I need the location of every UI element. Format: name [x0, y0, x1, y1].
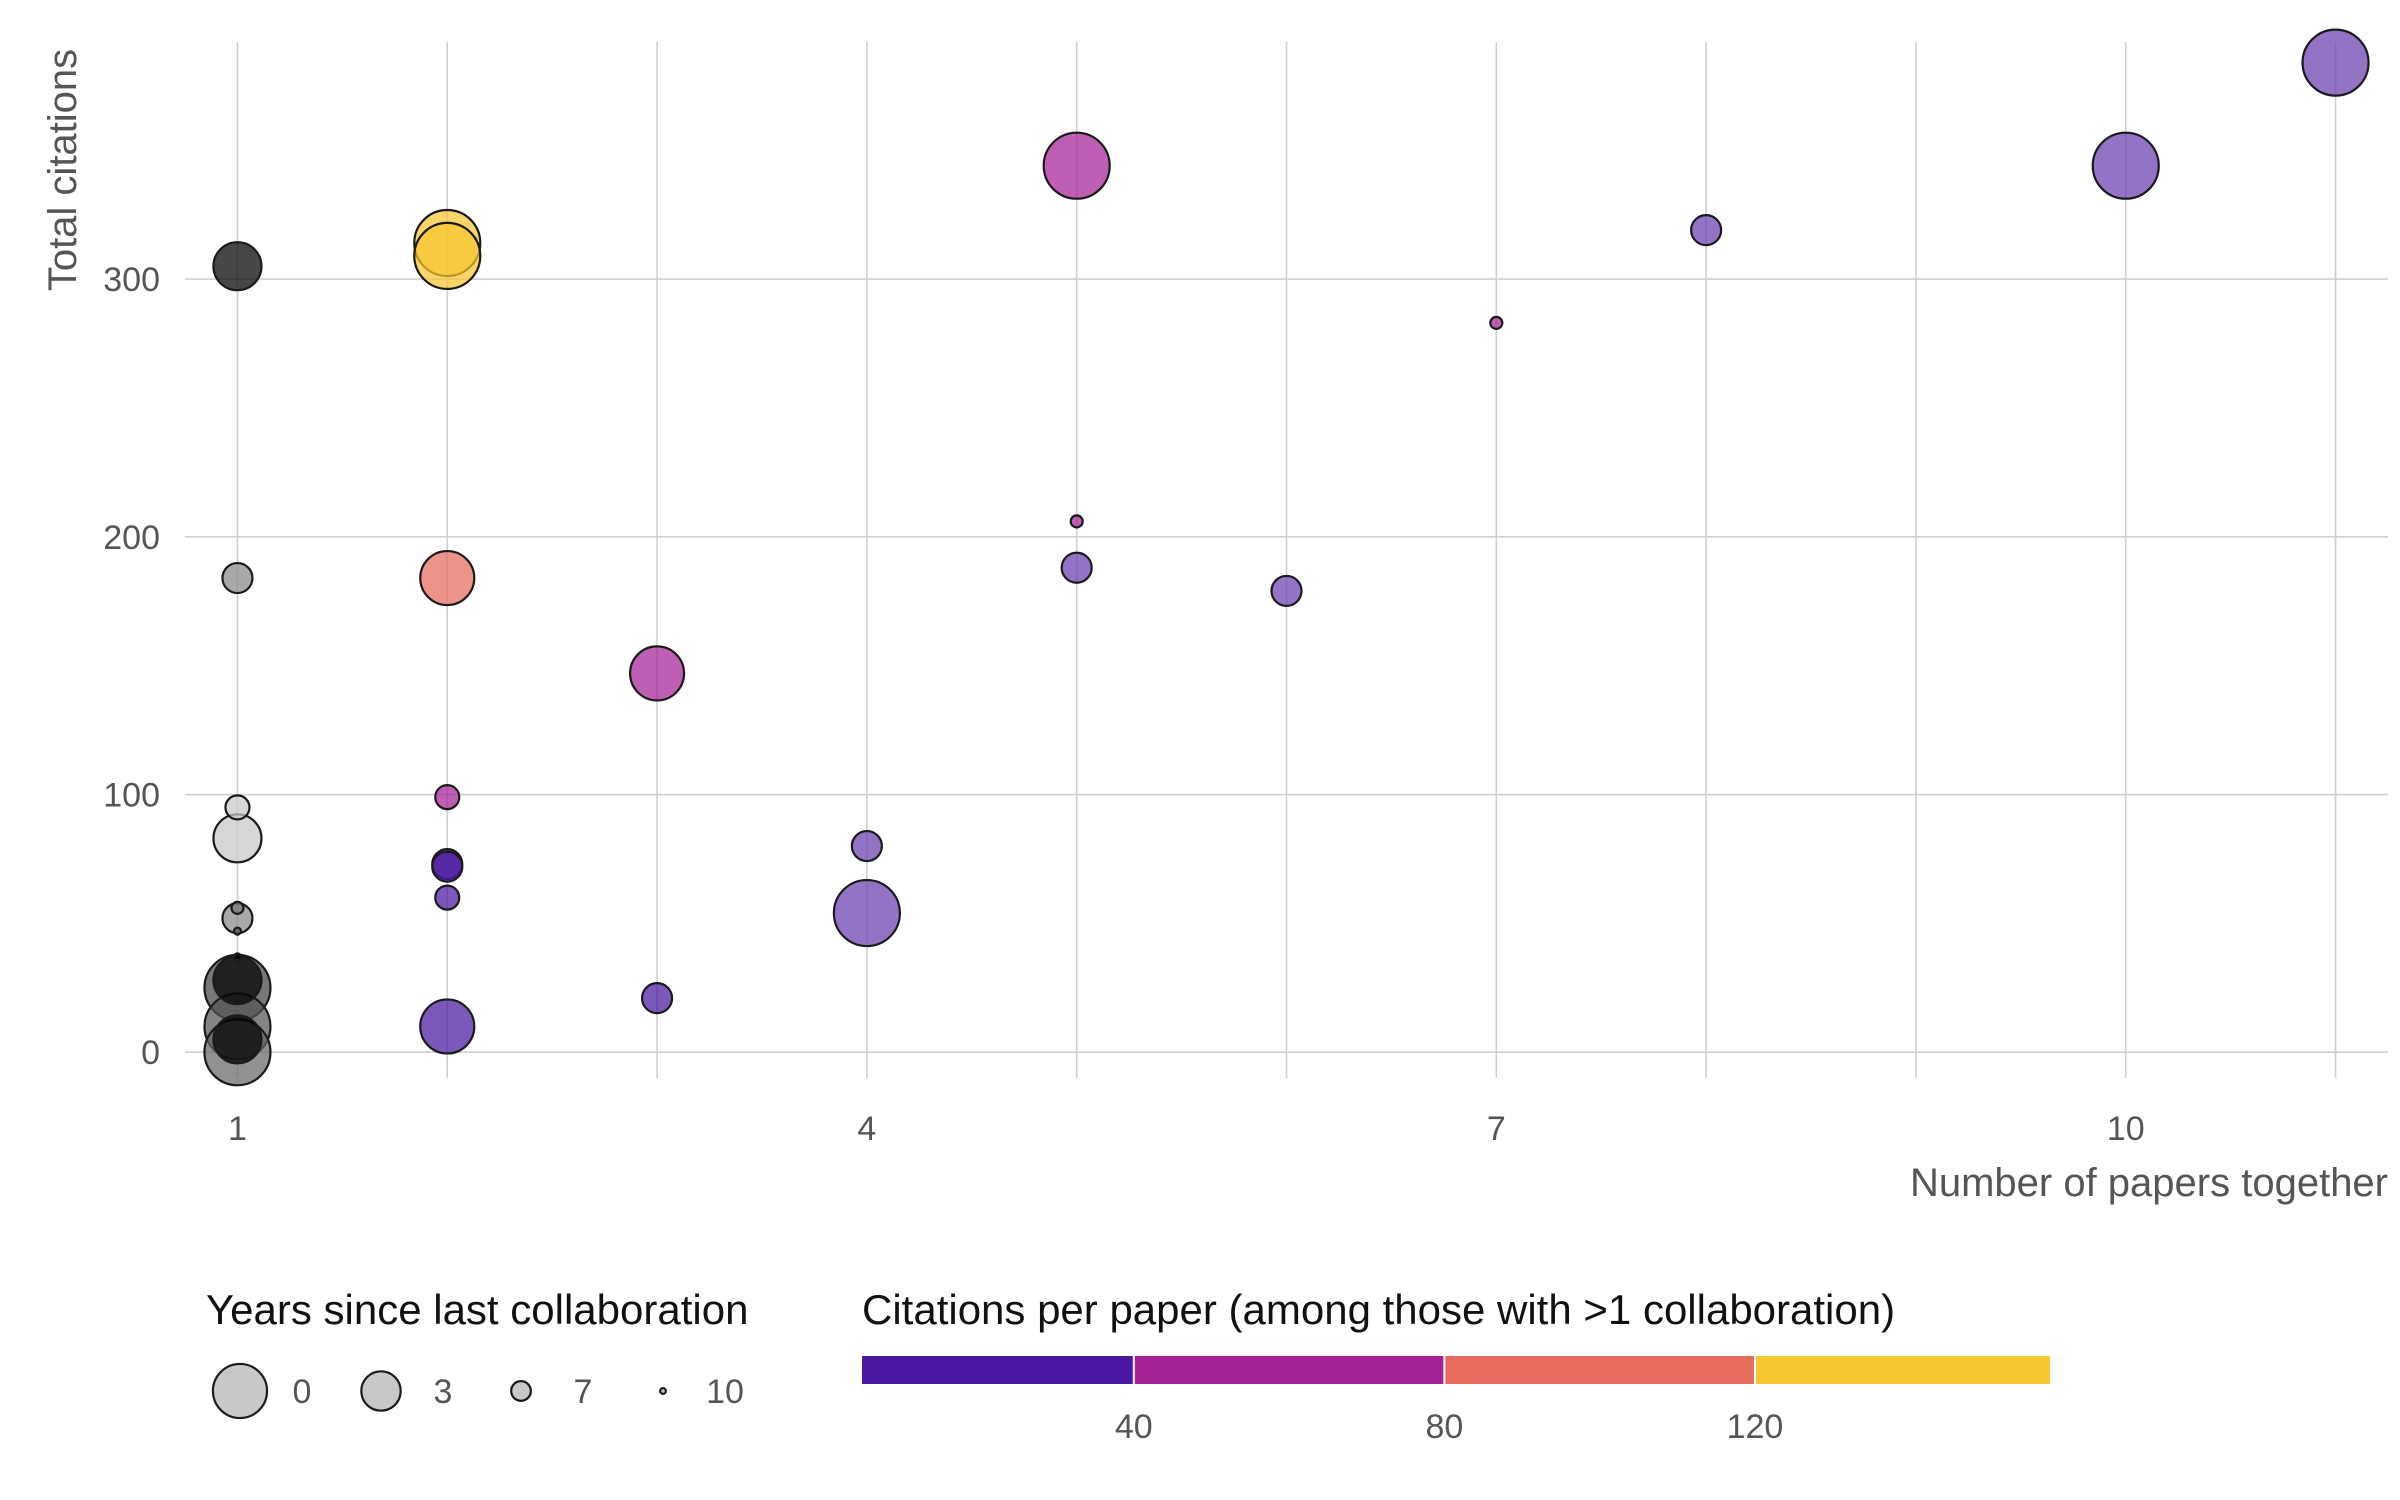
data-point	[1690, 214, 1723, 247]
data-point	[221, 561, 254, 595]
data-point	[232, 952, 243, 962]
color-legend-segment	[1444, 1356, 1755, 1384]
data-point	[1069, 514, 1084, 529]
data-point	[431, 850, 464, 883]
color-legend-ticks: 40 80 120	[1115, 1356, 1783, 1446]
size-legend-swatch	[659, 1387, 667, 1395]
data-point	[2091, 131, 2160, 200]
color-legend-segment	[1754, 1356, 2050, 1384]
y-tick-label: 300	[103, 261, 160, 299]
data-point	[628, 645, 686, 702]
size-legend-swatch	[211, 1362, 269, 1420]
x-tick-label: 4	[857, 1110, 876, 1148]
data-point	[640, 982, 674, 1015]
data-point	[1489, 315, 1504, 331]
data-point	[419, 998, 476, 1055]
data-point	[212, 813, 263, 864]
size-legend-label: 7	[574, 1373, 593, 1411]
data-point	[1270, 574, 1303, 608]
data-point	[419, 549, 476, 607]
y-tick-label: 200	[103, 519, 160, 557]
y-tick-label: 100	[103, 777, 160, 815]
size-legend-swatch	[510, 1380, 532, 1402]
data-point	[832, 878, 901, 948]
data-point	[212, 241, 263, 292]
size-legend-swatch	[360, 1370, 402, 1412]
size-legend-label: 3	[434, 1373, 453, 1411]
x-tick-label: 10	[2107, 1110, 2145, 1148]
data-point	[212, 1014, 263, 1065]
data-point	[413, 221, 482, 291]
data-point	[434, 884, 461, 911]
x-axis-label: Number of papers together	[1910, 1161, 2388, 1205]
color-legend-tick-label: 120	[1727, 1408, 1784, 1446]
data-point	[1042, 131, 1111, 200]
x-tick-label: 1	[228, 1110, 247, 1148]
size-legend-items: 0 3 7 10	[211, 1362, 744, 1420]
grid-layer	[185, 42, 2388, 1078]
size-legend: Years since last collaboration 0 3 7 10	[206, 1286, 748, 1420]
data-point	[232, 926, 243, 936]
y-axis-label: Total citations	[41, 49, 85, 291]
color-legend-segment	[862, 1356, 1134, 1384]
color-legend-tick-label: 40	[1115, 1408, 1153, 1446]
color-legend-tick-label: 80	[1425, 1408, 1463, 1446]
data-point	[434, 783, 461, 811]
points-layer	[203, 28, 2370, 1087]
data-point	[212, 954, 263, 1006]
color-legend-bar	[862, 1356, 2050, 1384]
data-point	[2301, 28, 2370, 97]
size-legend-title: Years since last collaboration	[206, 1286, 748, 1333]
color-legend: Citations per paper (among those with >1…	[862, 1286, 2050, 1446]
data-point	[224, 794, 251, 821]
x-tick-label: 7	[1487, 1110, 1506, 1148]
data-point	[850, 829, 883, 863]
size-legend-label: 10	[706, 1373, 744, 1411]
color-legend-title: Citations per paper (among those with >1…	[862, 1286, 1895, 1333]
data-point	[230, 900, 245, 916]
size-legend-label: 0	[293, 1373, 312, 1411]
data-point	[1060, 551, 1093, 584]
color-legend-segment	[1133, 1356, 1445, 1384]
y-tick-label: 0	[141, 1034, 160, 1072]
